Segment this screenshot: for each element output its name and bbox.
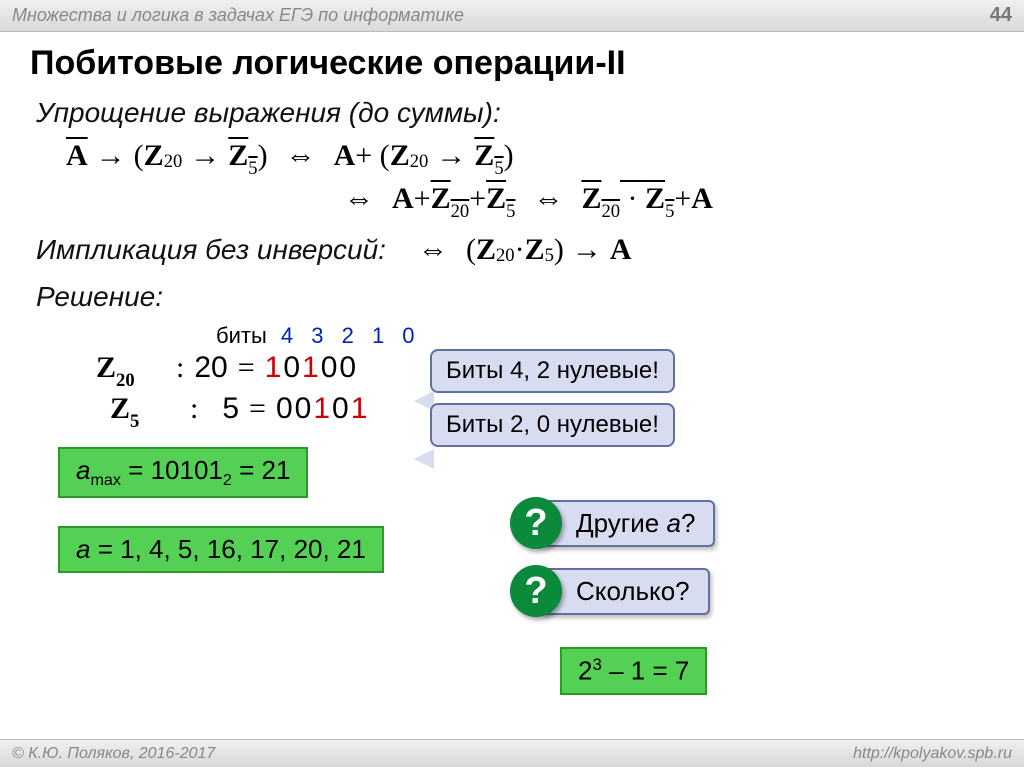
footer-bar: © К.Ю. Поляков, 2016-2017 http://kpolyak… <box>0 739 1024 767</box>
bits-indices: 4 3 2 1 0 <box>281 323 421 348</box>
question-mark-icon: ? <box>510 497 562 549</box>
content-area: Упрощение выражения (до суммы): A→(Z20→Z… <box>0 97 1024 573</box>
z5-bits: 00101 <box>276 392 369 426</box>
formula-line-1: A→(Z20→Z5) ⇔ A + (Z20→Z5) <box>66 139 988 178</box>
callout-bits-2-0: Биты 2, 0 нулевые! <box>430 403 675 447</box>
question-how-many: ? Сколько? <box>510 565 710 617</box>
amax-box: amax = 101012 = 21 <box>58 447 308 498</box>
page-number: 44 <box>990 4 1012 27</box>
section2-heading: Импликация без инверсий: <box>36 234 386 266</box>
breadcrumb: Множества и логика в задачах ЕГЭ по инфо… <box>12 5 464 26</box>
page-title: Побитовые логические операции-II <box>0 32 1024 91</box>
a-list-box: a = 1, 4, 5, 16, 17, 20, 21 <box>58 526 384 573</box>
header-bar: Множества и логика в задачах ЕГЭ по инфо… <box>0 0 1024 32</box>
section3-heading: Решение: <box>36 281 988 313</box>
formula-line-2: ⇔ A + Z20 + Z5 ⇔ Z20 · Z5 + A <box>326 182 988 221</box>
footer-url: http://kpolyakov.spb.ru <box>853 745 1012 763</box>
section1-heading: Упрощение выражения (до суммы): <box>36 97 988 129</box>
bits-header: биты 4 3 2 1 0 <box>216 323 988 349</box>
bits-label: биты <box>216 323 267 348</box>
formula-line-3: ⇔ (Z20 · Z5)→A <box>400 233 632 267</box>
z20-bits: 10100 <box>265 351 358 385</box>
copyright: © К.Ю. Поляков, 2016-2017 <box>12 745 215 763</box>
count-box: 23 – 1 = 7 <box>560 647 707 695</box>
question-mark-icon: ? <box>510 565 562 617</box>
callout-bits-4-2: Биты 4, 2 нулевые! <box>430 349 675 393</box>
question-other-a: ? Другие a? <box>510 497 715 549</box>
